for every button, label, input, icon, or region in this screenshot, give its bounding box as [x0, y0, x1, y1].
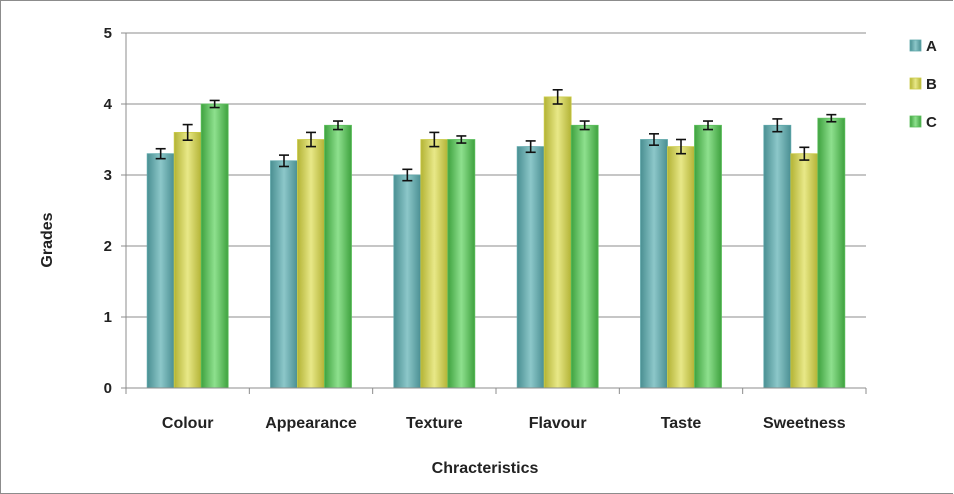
legend-label-A: A — [926, 38, 937, 55]
legend-swatch-C — [909, 115, 922, 128]
bar-A-Colour — [146, 153, 175, 389]
bar-A-Appearance — [270, 160, 298, 389]
bar-A-Sweetness — [763, 124, 792, 389]
legend: A B C — [909, 38, 937, 131]
bar-C-Texture — [447, 139, 476, 389]
y-tick-label: 4 — [104, 96, 113, 113]
y-tick-label: 1 — [104, 309, 112, 326]
bar-C-Sweetness — [817, 117, 846, 389]
bar-B-Taste — [667, 146, 695, 389]
gridlines — [126, 32, 866, 318]
bar-B-Texture — [420, 139, 449, 389]
x-tick-label: Appearance — [265, 415, 357, 432]
y-tick-label: 2 — [104, 238, 112, 255]
bar-B-Appearance — [297, 139, 325, 389]
x-tick-label: Texture — [406, 415, 463, 432]
bar-B-Sweetness — [790, 153, 819, 389]
bar-C-Flavour — [570, 124, 599, 389]
y-tick-label: 5 — [104, 25, 112, 42]
x-tick-label: Colour — [162, 415, 214, 432]
x-axis-title: Chracteristics — [432, 460, 539, 477]
bar-C-Colour — [200, 103, 229, 389]
x-tick-label: Sweetness — [763, 415, 846, 432]
x-tick-label: Flavour — [529, 415, 587, 432]
bar-C-Taste — [694, 124, 722, 389]
bars — [146, 89, 846, 389]
x-tick-label: Taste — [661, 415, 702, 432]
y-tick-label: 0 — [104, 380, 112, 397]
bar-A-Flavour — [516, 146, 545, 389]
legend-label-B: B — [926, 76, 937, 93]
bar-B-Colour — [173, 131, 202, 389]
bar-B-Flavour — [543, 96, 572, 389]
legend-swatch-A — [909, 39, 922, 52]
legend-swatch-B — [909, 77, 922, 90]
y-axis-title: Grades — [39, 212, 56, 267]
y-tick-label: 3 — [104, 167, 112, 184]
legend-label-C: C — [926, 114, 937, 131]
axes: 0 1 2 3 4 5 Colour Appearance Texture Flavour Tast… — [104, 25, 867, 432]
bar-A-Texture — [393, 174, 422, 389]
bar-C-Appearance — [324, 124, 352, 389]
bar-A-Taste — [640, 139, 668, 389]
